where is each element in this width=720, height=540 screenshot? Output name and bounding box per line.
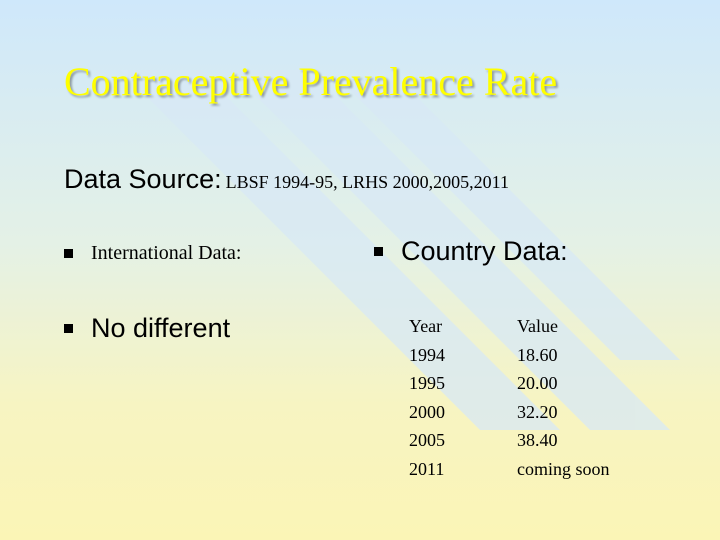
year-cell: 2005 xyxy=(409,430,445,450)
slide-title: Contraceptive Prevalence Rate xyxy=(64,59,558,104)
bullet-no-different-label: No different xyxy=(91,313,231,343)
value-cell: 32.20 xyxy=(517,401,558,422)
year-column: Year 1994 1995 2000 2005 2011 xyxy=(409,312,445,483)
bullet-no-different: No different xyxy=(64,313,230,344)
data-source-line: Data Source: LBSF 1994-95, LRHS 2000,200… xyxy=(64,164,509,195)
value-header: Value xyxy=(517,316,558,336)
year-cell: 2000 xyxy=(409,401,445,422)
bullet-international-label: International Data: xyxy=(91,242,242,264)
value-cell: 20.00 xyxy=(517,373,558,393)
year-cell: 1995 xyxy=(409,373,445,393)
value-cell: 18.60 xyxy=(517,344,558,365)
bullet-square-icon xyxy=(64,249,73,258)
year-cell: 1994 xyxy=(409,344,445,365)
year-cell: 2011 xyxy=(409,458,445,479)
value-cell: coming soon xyxy=(517,458,610,479)
bullet-square-icon xyxy=(374,247,383,256)
bullet-square-icon xyxy=(64,324,73,333)
bullet-country-label: Country Data: xyxy=(401,236,568,266)
bullet-international-data: International Data: xyxy=(64,242,242,265)
value-cell: 38.40 xyxy=(517,430,558,450)
value-column: Value 18.60 20.00 32.20 38.40 coming soo… xyxy=(517,312,610,483)
bullet-country-data: Country Data: xyxy=(374,236,568,267)
year-header: Year xyxy=(409,316,443,336)
data-source-label: Data Source: xyxy=(64,164,222,194)
data-source-detail: LBSF 1994-95, LRHS 2000,2005,2011 xyxy=(225,172,509,192)
